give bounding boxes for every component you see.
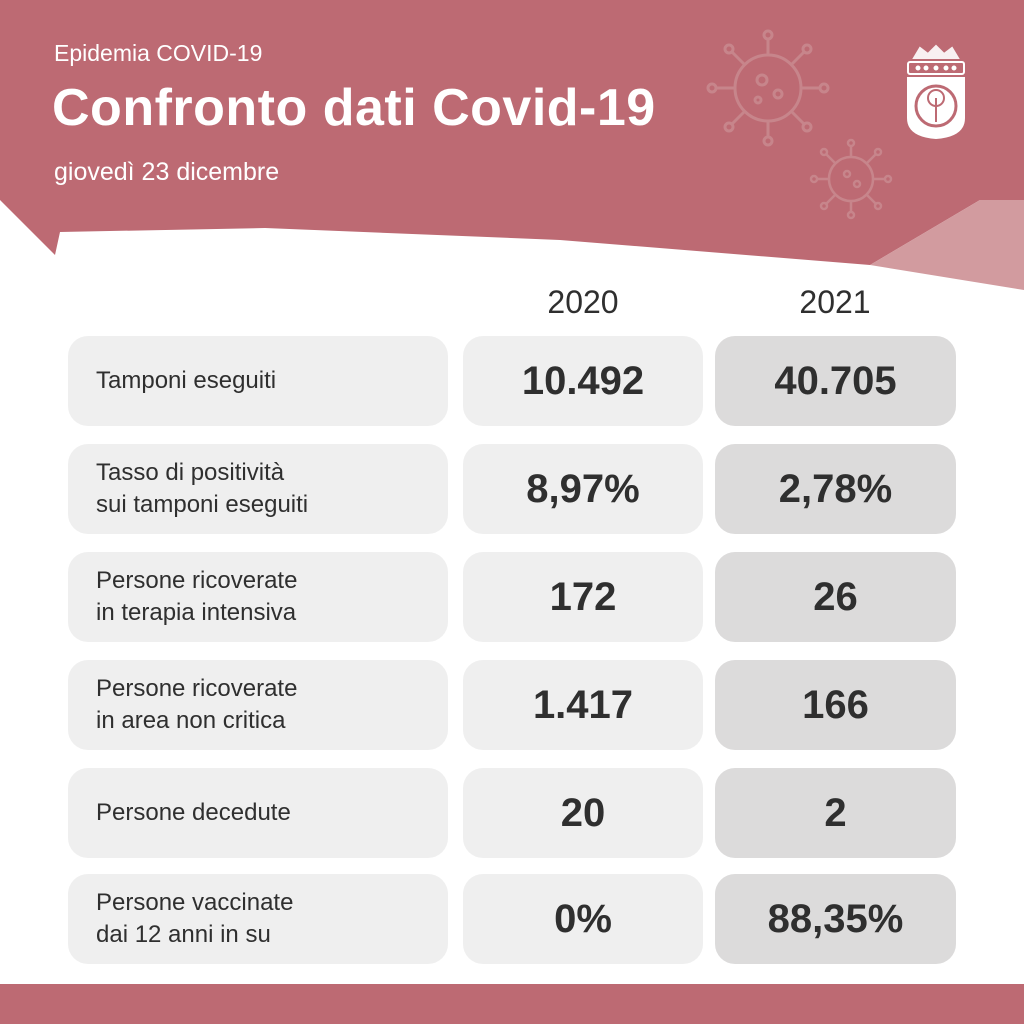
virus-icon (809, 138, 893, 220)
value-2021: 40.705 (715, 336, 956, 426)
row-label: Tamponi eseguiti (68, 336, 448, 426)
value-2021: 88,35% (715, 874, 956, 964)
row-label-line: Tasso di positività (96, 459, 285, 486)
table-row: Tamponi eseguiti 10.492 40.705 (68, 336, 956, 426)
row-label: Persone ricoverate in area non critica (68, 660, 448, 750)
row-label-line: Persone ricoverate (96, 567, 298, 594)
value-2021: 2 (715, 768, 956, 858)
value-2020: 1.417 (463, 660, 703, 750)
column-header-2021: 2021 (799, 284, 871, 320)
virus-icon (706, 29, 830, 147)
municipal-crest-icon (907, 44, 965, 140)
value-2020: 10.492 (463, 336, 703, 426)
table-row: Persone ricoverate in area non critica 1… (68, 660, 956, 750)
row-label-line: sui tamponi eseguiti (96, 491, 309, 518)
page-title: Confronto dati Covid-19 (52, 79, 656, 137)
table-row: Persone ricoverate in terapia intensiva … (68, 552, 956, 642)
table-row: Persone decedute 20 2 (68, 768, 956, 858)
row-label-line: dai 12 anni in su (96, 921, 271, 948)
row-label-line: in terapia intensiva (96, 599, 297, 626)
row-label-line: Tamponi eseguiti (96, 367, 277, 394)
value-2020: 0% (463, 874, 703, 964)
header-banner (0, 0, 1024, 290)
footer-bar (0, 984, 1024, 1024)
header-date: giovedì 23 dicembre (54, 158, 280, 186)
row-label: Tasso di positività sui tamponi eseguiti (68, 444, 448, 534)
table-row: Persone vaccinate dai 12 anni in su 0% 8… (68, 874, 956, 964)
row-label-line: Persone vaccinate (96, 889, 294, 916)
table-row: Tasso di positività sui tamponi eseguiti… (68, 444, 956, 534)
value-2021: 166 (715, 660, 956, 750)
row-label: Persone decedute (68, 768, 448, 858)
header-kicker: Epidemia COVID-19 (54, 40, 263, 66)
row-label: Persone ricoverate in terapia intensiva (68, 552, 448, 642)
column-header-2020: 2020 (547, 284, 619, 320)
row-label-line: in area non critica (96, 707, 286, 734)
row-label: Persone vaccinate dai 12 anni in su (68, 874, 448, 964)
value-2020: 172 (463, 552, 703, 642)
value-2021: 26 (715, 552, 956, 642)
row-label-line: Persone ricoverate (96, 675, 298, 702)
value-2020: 8,97% (463, 444, 703, 534)
value-2020: 20 (463, 768, 703, 858)
value-2021: 2,78% (715, 444, 956, 534)
row-label-line: Persone decedute (96, 799, 291, 826)
